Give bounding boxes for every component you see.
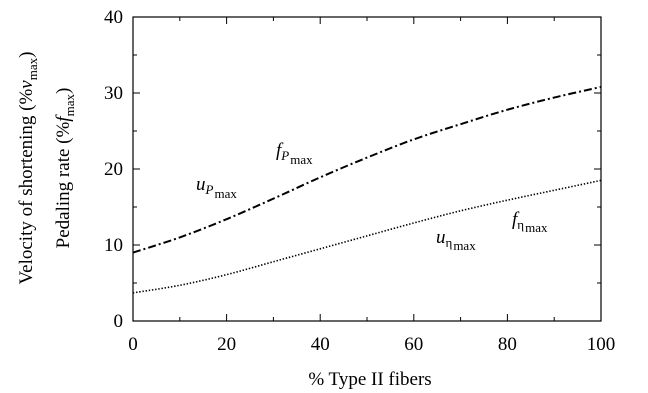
curve-label-u-etamax-subsub: max <box>453 238 476 253</box>
y-axis-title-inner-close: ) <box>53 88 74 94</box>
x-tick-label: 0 <box>128 334 138 355</box>
y-tick-label: 20 <box>104 159 123 180</box>
y-tick-label: 0 <box>114 311 124 332</box>
curve-label-f-etamax: fηmax <box>512 209 548 235</box>
curve-label-u-pmax-subsub: max <box>214 186 237 201</box>
x-tick-label: 40 <box>311 334 330 355</box>
curve-label-u-pmax: uPmax <box>196 174 237 201</box>
x-tick-label: 60 <box>404 334 423 355</box>
curve-label-u-etamax-sub: η <box>446 235 453 250</box>
curve-label-u-etamax-var: u <box>436 227 446 248</box>
series-line-dash-dot <box>132 85 602 254</box>
plot-frame <box>132 16 602 322</box>
y-axis-title-inner-var: f <box>53 114 74 122</box>
tick-labels-layer: 0 20 40 60 80 100 0 10 20 30 40 <box>104 7 615 355</box>
curve-label-f-etamax-subsub: max <box>525 220 548 235</box>
x-axis-title: % Type II fibers <box>308 369 431 390</box>
y-tick-label: 40 <box>104 7 123 28</box>
x-tick-label: 20 <box>217 334 236 355</box>
series-line-dotted <box>132 179 602 294</box>
x-tick-label: 100 <box>587 334 616 355</box>
y-axis-title-outer-main: Velocity of shortening (% <box>16 89 37 285</box>
ticks-layer <box>132 16 602 322</box>
y-axis-title-outer-close: ) <box>16 52 37 58</box>
x-tick-label: 80 <box>498 334 517 355</box>
curve-label-u-pmax-sub: P <box>205 182 214 197</box>
curve-label-f-pmax: fPmax <box>276 140 313 167</box>
curve-label-f-pmax-subsub: max <box>290 152 313 167</box>
curve-label-u-pmax-var: u <box>196 174 206 195</box>
curve-label-f-etamax-sub: η <box>517 217 524 232</box>
y-axis-title-outer-var: v <box>16 80 37 89</box>
curve-label-f-pmax-var: f <box>276 140 284 161</box>
series-layer <box>132 85 602 294</box>
y-axis-title-outer: Velocity of shortening (%vmax) <box>16 52 40 285</box>
curve-label-u-etamax: uηmax <box>436 227 476 253</box>
curve-label-f-pmax-sub: P <box>280 148 289 163</box>
y-tick-label: 10 <box>104 235 123 256</box>
y-axis-title-outer-sub: max <box>25 57 40 80</box>
y-axis-title-inner: Pedaling rate (%fmax) <box>53 88 77 249</box>
curve-label-f-etamax-var: f <box>512 209 520 230</box>
y-axis-title-inner-main: Pedaling rate (% <box>53 122 74 249</box>
y-tick-label: 30 <box>104 83 123 104</box>
y-axis-title-inner-sub: max <box>62 94 77 117</box>
